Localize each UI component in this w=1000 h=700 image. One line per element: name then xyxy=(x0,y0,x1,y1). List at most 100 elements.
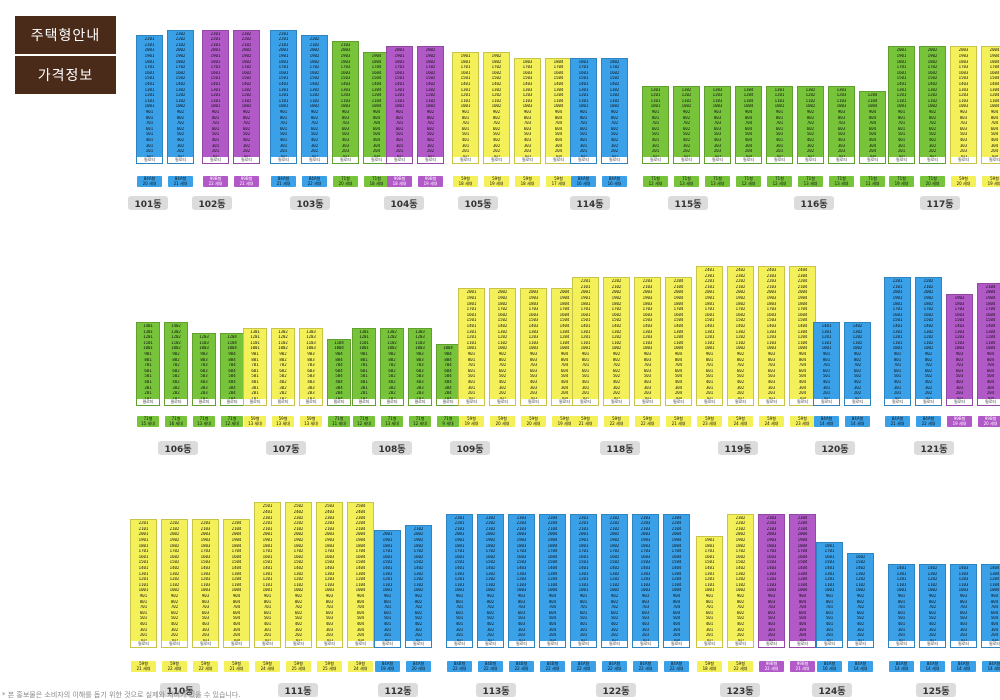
unit-type-tag[interactable]: 84A형 22 세대 xyxy=(664,661,689,672)
building-name[interactable]: 111동 xyxy=(278,683,318,697)
unit-type-tag[interactable]: 59형 13 세대 xyxy=(244,416,266,427)
building-name[interactable]: 105동 xyxy=(458,196,498,210)
building-name[interactable]: 107동 xyxy=(266,441,306,455)
unit-type-tag[interactable]: 84A형 22 세대 xyxy=(571,661,596,672)
building-name[interactable]: 113동 xyxy=(476,683,516,697)
unit-type-tag[interactable]: 71형 12 세대 xyxy=(221,416,243,427)
unit-type-tag[interactable]: 84A형 14 세대 xyxy=(982,661,1000,672)
unit-type-tag[interactable]: 59형 18 세대 xyxy=(453,176,478,187)
building-line-column[interactable]: 1804 1704 1604 1504 1404 1304 1204 1104 1004 904 8… xyxy=(545,57,572,164)
unit-type-tag[interactable]: 84A형 14 세대 xyxy=(845,416,870,427)
building-line-column[interactable]: 1902 1802 1702 1602 1502 1402 1302 1202 1102 1002… xyxy=(483,52,510,164)
unit-type-tag[interactable]: 59형 22 세대 xyxy=(193,661,218,672)
unit-type-tag[interactable]: 99B형 22 세대 xyxy=(203,176,228,187)
building-line-column[interactable]: 1301 1201 1101 1001 901 801 701 601 501 401 301 201… xyxy=(766,85,793,164)
unit-type-tag[interactable]: 59형 20 세대 xyxy=(521,416,546,427)
unit-type-tag[interactable]: 59형 24 세대 xyxy=(348,661,373,672)
building-line-column[interactable]: 2201 2101 2001 1901 1801 1701 1601 1501 1401 1301… xyxy=(572,277,599,406)
unit-type-tag[interactable]: 59형 18 세대 xyxy=(697,661,722,672)
building-line-column[interactable]: 1901 1801 1701 1601 1501 1401 1301 1201 1101 1001… xyxy=(696,536,723,648)
building-line-column[interactable]: 2201 2101 2001 1901 1801 1701 1601 1501 1401 1301… xyxy=(130,519,157,648)
building-line-column[interactable]: 2001 1901 1801 1701 1601 1501 1401 1301 1201 1101… xyxy=(374,530,401,648)
unit-type-tag[interactable]: 84A형 21 세대 xyxy=(271,176,296,187)
building-line-column[interactable]: 2202 2102 2002 1902 1802 1702 1602 1502 1402 1302… xyxy=(915,277,942,406)
unit-type-tag[interactable]: 71형 13 세대 xyxy=(674,176,699,187)
unit-type-tag[interactable]: 99B형 19 세대 xyxy=(418,176,443,187)
building-line-column[interactable]: 1401 1301 1201 1101 1001 901 801 701 601 501 401 30… xyxy=(888,564,915,648)
building-name[interactable]: 106동 xyxy=(158,441,198,455)
building-name[interactable]: 120동 xyxy=(815,441,855,455)
building-line-column[interactable]: 2002 1902 1802 1702 1602 1502 1402 1302 1202 1102… xyxy=(919,46,946,164)
building-line-column[interactable]: 2001 1901 1801 1701 1601 1501 1401 1301 1201 1101… xyxy=(888,46,915,164)
building-name[interactable]: 112동 xyxy=(378,683,418,697)
building-name[interactable]: 119동 xyxy=(718,441,758,455)
building-name[interactable]: 122동 xyxy=(596,683,636,697)
building-line-column[interactable]: 2303 2203 2103 2003 1903 1803 1703 1603 1503 1403… xyxy=(508,513,535,648)
unit-type-tag[interactable]: 84A형 14 세대 xyxy=(848,661,873,672)
building-name[interactable]: 115동 xyxy=(668,196,708,210)
unit-type-tag[interactable]: 71형 12 세대 xyxy=(409,416,431,427)
building-line-column[interactable]: 2302 2202 2102 2002 1902 1802 1702 1602 1502 1402… xyxy=(233,29,260,164)
unit-type-tag[interactable]: 59형 22 세대 xyxy=(604,416,629,427)
unit-type-tag[interactable]: 59형 17 세대 xyxy=(546,176,571,187)
building-name[interactable]: 124동 xyxy=(812,683,852,697)
unit-type-tag[interactable]: 59형 13 세대 xyxy=(272,416,294,427)
building-line-column[interactable]: 1301 1201 1101 1001 901 801 701 601 501 401 301 201… xyxy=(243,327,267,406)
unit-type-tag[interactable]: 71형 20 세대 xyxy=(333,176,358,187)
building-line-column[interactable]: 2001 1901 1801 1701 1601 1501 1401 1301 1201 1101… xyxy=(386,46,413,164)
building-line-column[interactable]: 2403 2303 2203 2103 2003 1903 1803 1703 1603 1503… xyxy=(758,266,785,406)
building-line-column[interactable]: 2004 1904 1804 1704 1604 1504 1404 1304 1204 1104… xyxy=(981,46,1000,164)
unit-type-tag[interactable]: 71형 16 세대 xyxy=(165,416,187,427)
unit-type-tag[interactable]: 84A형 14 세대 xyxy=(951,661,976,672)
price-info-button[interactable]: 가격정보 xyxy=(15,56,116,94)
unit-type-tag[interactable]: 84B형 22 세대 xyxy=(509,661,534,672)
unit-type-tag[interactable]: 71형 13 세대 xyxy=(829,176,854,187)
unit-type-tag[interactable]: 84A형 14 세대 xyxy=(920,661,945,672)
building-line-column[interactable]: 1802 1702 1602 1502 1402 1302 1202 1102 1002 902 8… xyxy=(601,57,628,164)
building-line-column[interactable]: 1803 1703 1603 1503 1403 1303 1203 1103 1003 903 8… xyxy=(514,57,541,164)
building-line-column[interactable]: 2302 2202 2102 2002 1902 1802 1702 1602 1502 1402… xyxy=(727,513,754,648)
building-line-column[interactable]: 1903 1803 1703 1603 1503 1403 1303 1203 1103 1003… xyxy=(946,294,973,406)
unit-type-tag[interactable]: 59형 19 세대 xyxy=(982,176,1000,187)
unit-type-tag[interactable]: 59형 19 세대 xyxy=(484,176,509,187)
building-line-column[interactable]: 1303 1203 1103 1003 903 803 703 603 503 403 303 203… xyxy=(704,85,731,164)
building-line-column[interactable]: 1302 1202 1102 1002 902 802 702 602 502 402 302 202… xyxy=(380,327,404,406)
building-name[interactable]: 125동 xyxy=(916,683,956,697)
building-line-column[interactable]: 2303 2203 2103 2003 1903 1803 1703 1603 1503 1403… xyxy=(758,513,785,648)
unit-type-tag[interactable]: 59형 19 세대 xyxy=(459,416,484,427)
building-line-column[interactable]: 1403 1303 1203 1103 1003 903 803 703 603 503 403 30… xyxy=(950,564,977,648)
building-line-column[interactable]: 120411041004904804704604504404304204104필… xyxy=(859,91,886,164)
building-line-column[interactable]: 11041004904804704604504404304204104필로티 xyxy=(327,338,351,406)
building-line-column[interactable]: 1303 1203 1103 1003 903 803 703 603 503 403 303 203… xyxy=(828,85,855,164)
building-line-column[interactable]: 1302 1202 1102 1002 902 802 702 602 502 402 302 202… xyxy=(797,85,824,164)
unit-type-tag[interactable]: 84B형 22 세대 xyxy=(447,661,472,672)
unit-type-tag[interactable]: 71형 12 세대 xyxy=(736,176,761,187)
unit-type-tag[interactable]: 84A형 22 세대 xyxy=(633,661,658,672)
building-line-column[interactable]: 2103 2003 1903 1803 1703 1603 1503 1403 1303 1203… xyxy=(332,40,359,164)
house-type-button[interactable]: 주택형안내 xyxy=(15,16,116,54)
unit-type-tag[interactable]: 71형 13 세대 xyxy=(381,416,403,427)
unit-type-tag[interactable]: 59형 24 세대 xyxy=(255,661,280,672)
building-name[interactable]: 117동 xyxy=(920,196,960,210)
building-line-column[interactable]: 2302 2202 2102 2002 1902 1802 1702 1602 1502 1402… xyxy=(167,29,194,164)
building-line-column[interactable]: 2401 2301 2201 2101 2001 1901 1801 1701 1601 1501… xyxy=(696,266,723,406)
unit-type-tag[interactable]: 71형 18 세대 xyxy=(364,176,389,187)
building-name[interactable]: 109동 xyxy=(450,441,490,455)
unit-type-tag[interactable]: 71형 11 세대 xyxy=(860,176,885,187)
unit-type-tag[interactable]: 84A형 14 세대 xyxy=(814,416,839,427)
building-line-column[interactable]: 2304 2204 2104 2004 1904 1804 1704 1604 1504 1404… xyxy=(539,513,566,648)
building-name[interactable]: 121동 xyxy=(914,441,954,455)
building-name[interactable]: 110동 xyxy=(160,683,200,697)
building-line-column[interactable]: 2202 2102 2002 1902 1802 1702 1602 1502 1402 1302… xyxy=(161,519,188,648)
building-line-column[interactable]: 2501 2401 2301 2201 2101 2001 1901 1801 1701 1601… xyxy=(254,502,281,648)
unit-type-tag[interactable]: 84A형 14 세대 xyxy=(889,661,914,672)
building-line-column[interactable]: 120411041004904804704604504404304204104필… xyxy=(220,333,244,406)
building-line-column[interactable]: 1901 1801 1701 1601 1501 1401 1301 1201 1101 1001… xyxy=(452,52,479,164)
unit-type-tag[interactable]: 99B형 21 세대 xyxy=(790,661,815,672)
building-line-column[interactable]: 2304 2204 2104 2004 1904 1804 1704 1604 1504 1404… xyxy=(789,513,816,648)
unit-type-tag[interactable]: 59형 23 세대 xyxy=(790,416,815,427)
building-line-column[interactable]: 1304 1204 1104 1004 904 804 704 604 504 404 304 204… xyxy=(735,85,762,164)
building-line-column[interactable]: 2104 2004 1904 1804 1704 1604 1504 1404 1304 1204… xyxy=(977,282,1000,406)
unit-type-tag[interactable]: 59형 22 세대 xyxy=(635,416,660,427)
building-line-column[interactable]: 2001 1901 1801 1701 1601 1501 1401 1301 1201 1101… xyxy=(458,288,485,406)
